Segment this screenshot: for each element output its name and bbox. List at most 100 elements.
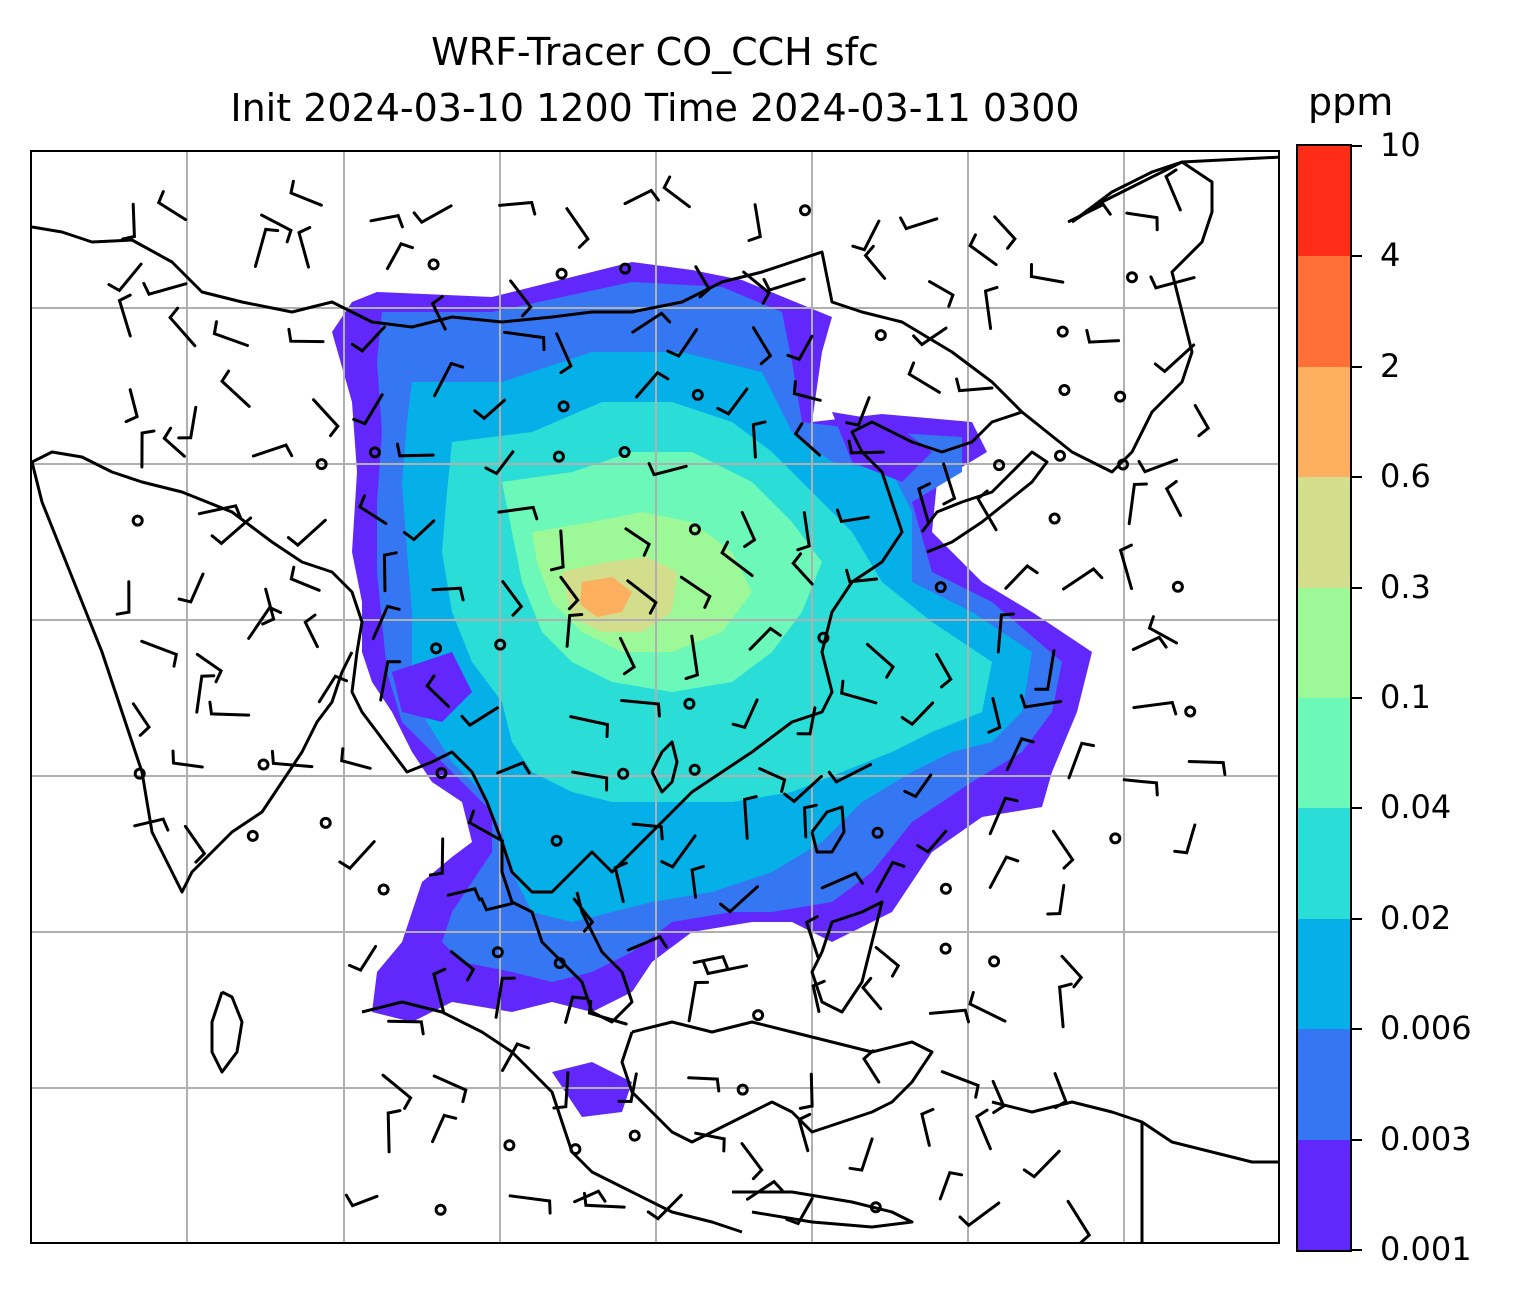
calm-wind-circle (555, 267, 568, 280)
map-panel[interactable] (30, 150, 1280, 1244)
wind-barb (617, 1072, 638, 1104)
wind-barb (220, 369, 251, 408)
wind-barb (1067, 202, 1112, 223)
wind-barb (572, 897, 595, 933)
colorbar-segment (1298, 807, 1350, 919)
coastline (210, 990, 244, 1074)
wind-barb (381, 1073, 413, 1110)
wind-barb (467, 809, 504, 843)
wind-barb (646, 1193, 683, 1221)
wind-barb (1149, 275, 1196, 290)
wind-barb (197, 504, 242, 519)
calm-wind-circle (628, 1129, 641, 1142)
wind-barb (286, 518, 327, 548)
wind-barb (446, 887, 482, 902)
colorbar-tick (1352, 807, 1362, 810)
wind-barb (619, 636, 636, 676)
wind-barb (940, 1070, 980, 1099)
calm-wind-circle (434, 1203, 447, 1216)
wind-barb (862, 1049, 881, 1084)
wind-barb (975, 1108, 992, 1151)
wind-barb (1127, 482, 1148, 526)
wind-barb (820, 871, 864, 890)
colorbar-tick-label: 4 (1380, 236, 1401, 275)
wind-barb (212, 320, 249, 347)
wind-barb (1137, 458, 1179, 474)
wind-barb (613, 861, 628, 904)
wind-barb (861, 976, 883, 1011)
calm-wind-circle (1126, 271, 1138, 284)
colorbar-tick-label: 0.001 (1380, 1230, 1472, 1268)
wind-barb (976, 489, 998, 532)
wind-barb (1057, 982, 1073, 1029)
wind-barb (988, 855, 1020, 889)
colorbar-segment (1298, 476, 1350, 588)
colorbar-segment (1298, 366, 1350, 478)
wind-barb (131, 702, 151, 737)
wind-barb (747, 203, 762, 242)
wind-barbs (107, 168, 1227, 1242)
wind-barb (509, 279, 533, 318)
calm-wind-circle (869, 1201, 882, 1214)
wind-barb (168, 306, 197, 348)
wind-barb (297, 226, 312, 269)
colorbar-tick-label: 0.006 (1380, 1009, 1472, 1048)
wind-barb (449, 950, 476, 982)
wind-barb (508, 1194, 552, 1215)
wind-barb (804, 915, 820, 959)
wind-barb (587, 999, 628, 1026)
calm-wind-circle (1054, 449, 1066, 462)
wind-barb (740, 510, 757, 548)
wind-barb (758, 767, 787, 793)
wind-barb (379, 660, 402, 702)
wind-barb (564, 995, 587, 1024)
wind-barb (549, 529, 565, 572)
wind-barb (1164, 480, 1183, 517)
wind-barb (428, 837, 445, 877)
wind-barb (920, 1107, 935, 1147)
wind-barb (938, 1171, 964, 1201)
wind-barb (900, 701, 935, 727)
wind-barb (690, 864, 706, 899)
wind-barb (692, 954, 729, 970)
wind-barb (498, 200, 537, 216)
co-tracer-field (332, 262, 1092, 1117)
map-canvas (32, 152, 1278, 1242)
colorbar (1296, 144, 1352, 1252)
coastline (991, 1100, 1278, 1164)
wind-barb (731, 698, 759, 730)
wind-barb (121, 202, 136, 241)
calm-wind-circle (557, 400, 570, 413)
colorbar-segment (1298, 918, 1350, 1030)
wind-barb (742, 270, 771, 305)
wind-barb (917, 482, 932, 525)
calm-wind-circle (871, 826, 884, 839)
wind-barb (719, 885, 759, 914)
wind-barb (958, 1201, 1001, 1228)
wind-barb (431, 1113, 458, 1144)
wind-barb (912, 326, 948, 347)
wind-barb (195, 652, 223, 684)
calm-wind-circle (934, 581, 947, 594)
wind-barb (993, 215, 1017, 250)
wind-barb (433, 361, 465, 398)
wind-barb (386, 1109, 402, 1154)
colorbar-unit-label: ppm (1308, 80, 1394, 124)
calm-wind-circle (1117, 458, 1129, 471)
calm-wind-circle (427, 258, 440, 271)
wind-barb (569, 715, 610, 738)
wind-barb (783, 775, 823, 804)
wind-barb (1153, 343, 1196, 374)
wind-barb (740, 1142, 764, 1181)
wind-barb (1173, 823, 1197, 855)
calm-wind-circle (688, 763, 701, 776)
wind-barb (1046, 883, 1066, 916)
wind-barb (371, 604, 401, 641)
wind-barb (702, 960, 748, 976)
wind-barb (848, 1137, 874, 1172)
wind-barb (851, 219, 881, 252)
wind-barb (798, 1072, 814, 1110)
wind-barb (177, 405, 198, 440)
coastline (361, 1000, 743, 1234)
wind-barb (743, 795, 758, 840)
